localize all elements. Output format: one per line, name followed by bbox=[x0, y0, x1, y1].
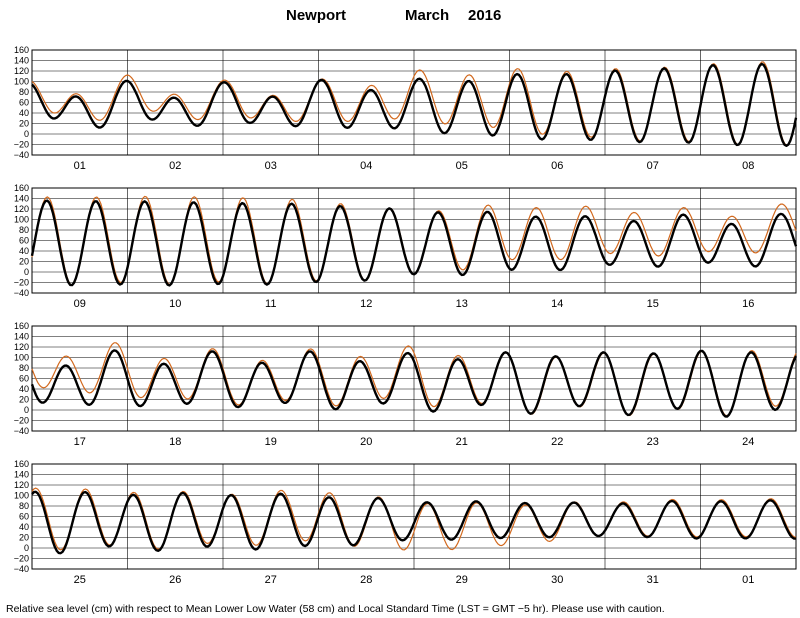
day-label: 16 bbox=[742, 298, 754, 310]
day-label: 13 bbox=[456, 298, 468, 310]
y-tick-label: 140 bbox=[14, 56, 29, 66]
panel-frame bbox=[31, 325, 797, 432]
y-tick-label: 100 bbox=[14, 353, 29, 363]
day-label: 25 bbox=[74, 574, 86, 586]
y-tick-label: 80 bbox=[19, 501, 29, 511]
y-tick-label: 80 bbox=[19, 225, 29, 235]
day-label: 23 bbox=[647, 436, 659, 448]
day-label: 06 bbox=[551, 160, 563, 172]
y-tick-label: 60 bbox=[19, 236, 29, 246]
day-label: 27 bbox=[265, 574, 277, 586]
y-tick-label: 160 bbox=[14, 459, 29, 469]
day-label: 20 bbox=[360, 436, 372, 448]
y-tick-label: −20 bbox=[14, 140, 29, 150]
day-label: 01 bbox=[74, 160, 86, 172]
panel-frame bbox=[31, 187, 797, 294]
y-tick-label: 20 bbox=[19, 257, 29, 267]
y-tick-label: 140 bbox=[14, 194, 29, 204]
y-tick-label: 20 bbox=[19, 533, 29, 543]
day-label: 01 bbox=[742, 574, 754, 586]
series-predicted-line bbox=[30, 349, 798, 418]
y-tick-label: 0 bbox=[24, 129, 29, 139]
y-tick-label: 100 bbox=[14, 77, 29, 87]
day-label: 14 bbox=[551, 298, 563, 310]
y-tick-label: 140 bbox=[14, 470, 29, 480]
day-label: 12 bbox=[360, 298, 372, 310]
y-tick-label: 40 bbox=[19, 108, 29, 118]
series-predicted-line bbox=[31, 490, 796, 555]
day-label: 11 bbox=[265, 298, 276, 310]
day-label: 26 bbox=[169, 574, 181, 586]
y-tick-label: 100 bbox=[14, 215, 29, 225]
y-tick-label: −40 bbox=[14, 564, 29, 574]
y-tick-label: 0 bbox=[24, 405, 29, 415]
day-label: 28 bbox=[360, 574, 372, 586]
y-tick-label: 40 bbox=[19, 522, 29, 532]
day-label: 29 bbox=[456, 574, 468, 586]
title-year: 2016 bbox=[468, 7, 501, 24]
y-tick-label: 160 bbox=[14, 183, 29, 193]
day-label: 18 bbox=[169, 436, 181, 448]
y-tick-label: 0 bbox=[24, 543, 29, 553]
day-label: 21 bbox=[456, 436, 468, 448]
day-label: 09 bbox=[74, 298, 86, 310]
day-label: 24 bbox=[742, 436, 754, 448]
y-tick-label: −20 bbox=[14, 278, 29, 288]
title-month: March bbox=[405, 7, 449, 24]
y-tick-label: 120 bbox=[14, 480, 29, 490]
y-tick-label: 60 bbox=[19, 98, 29, 108]
y-tick-label: 40 bbox=[19, 384, 29, 394]
y-tick-label: 20 bbox=[19, 119, 29, 129]
y-tick-label: −40 bbox=[14, 288, 29, 298]
y-tick-label: 160 bbox=[14, 45, 29, 55]
day-label: 30 bbox=[551, 574, 563, 586]
day-label: 05 bbox=[456, 160, 468, 172]
day-label: 17 bbox=[74, 436, 86, 448]
day-label: 19 bbox=[265, 436, 277, 448]
day-label: 07 bbox=[647, 160, 659, 172]
panel-frame bbox=[31, 49, 797, 156]
day-label: 02 bbox=[169, 160, 181, 172]
y-tick-label: 100 bbox=[14, 491, 29, 501]
chart-title: Newport March 2016 bbox=[286, 7, 501, 24]
y-tick-label: 60 bbox=[19, 374, 29, 384]
y-tick-label: −40 bbox=[14, 150, 29, 160]
y-tick-label: −20 bbox=[14, 416, 29, 426]
y-tick-label: 0 bbox=[24, 267, 29, 277]
y-tick-label: −40 bbox=[14, 426, 29, 436]
series-predicted-line bbox=[30, 199, 798, 287]
day-label: 04 bbox=[360, 160, 372, 172]
day-label: 10 bbox=[169, 298, 181, 310]
y-tick-label: 120 bbox=[14, 66, 29, 76]
y-tick-label: 40 bbox=[19, 246, 29, 256]
day-label: 15 bbox=[647, 298, 659, 310]
y-tick-label: 20 bbox=[19, 395, 29, 405]
y-tick-label: 60 bbox=[19, 512, 29, 522]
y-tick-label: −20 bbox=[14, 554, 29, 564]
footer-note: Relative sea level (cm) with respect to … bbox=[6, 603, 665, 615]
y-tick-label: 120 bbox=[14, 204, 29, 214]
y-tick-label: 120 bbox=[14, 342, 29, 352]
day-label: 31 bbox=[647, 574, 659, 586]
panel-frame bbox=[31, 463, 797, 570]
y-tick-label: 80 bbox=[19, 87, 29, 97]
y-tick-label: 140 bbox=[14, 332, 29, 342]
day-label: 03 bbox=[265, 160, 277, 172]
day-label: 08 bbox=[742, 160, 754, 172]
day-label: 22 bbox=[551, 436, 563, 448]
y-tick-label: 160 bbox=[14, 321, 29, 331]
series-predicted-line bbox=[31, 62, 798, 147]
y-tick-label: 80 bbox=[19, 363, 29, 373]
station-name: Newport bbox=[286, 7, 346, 24]
